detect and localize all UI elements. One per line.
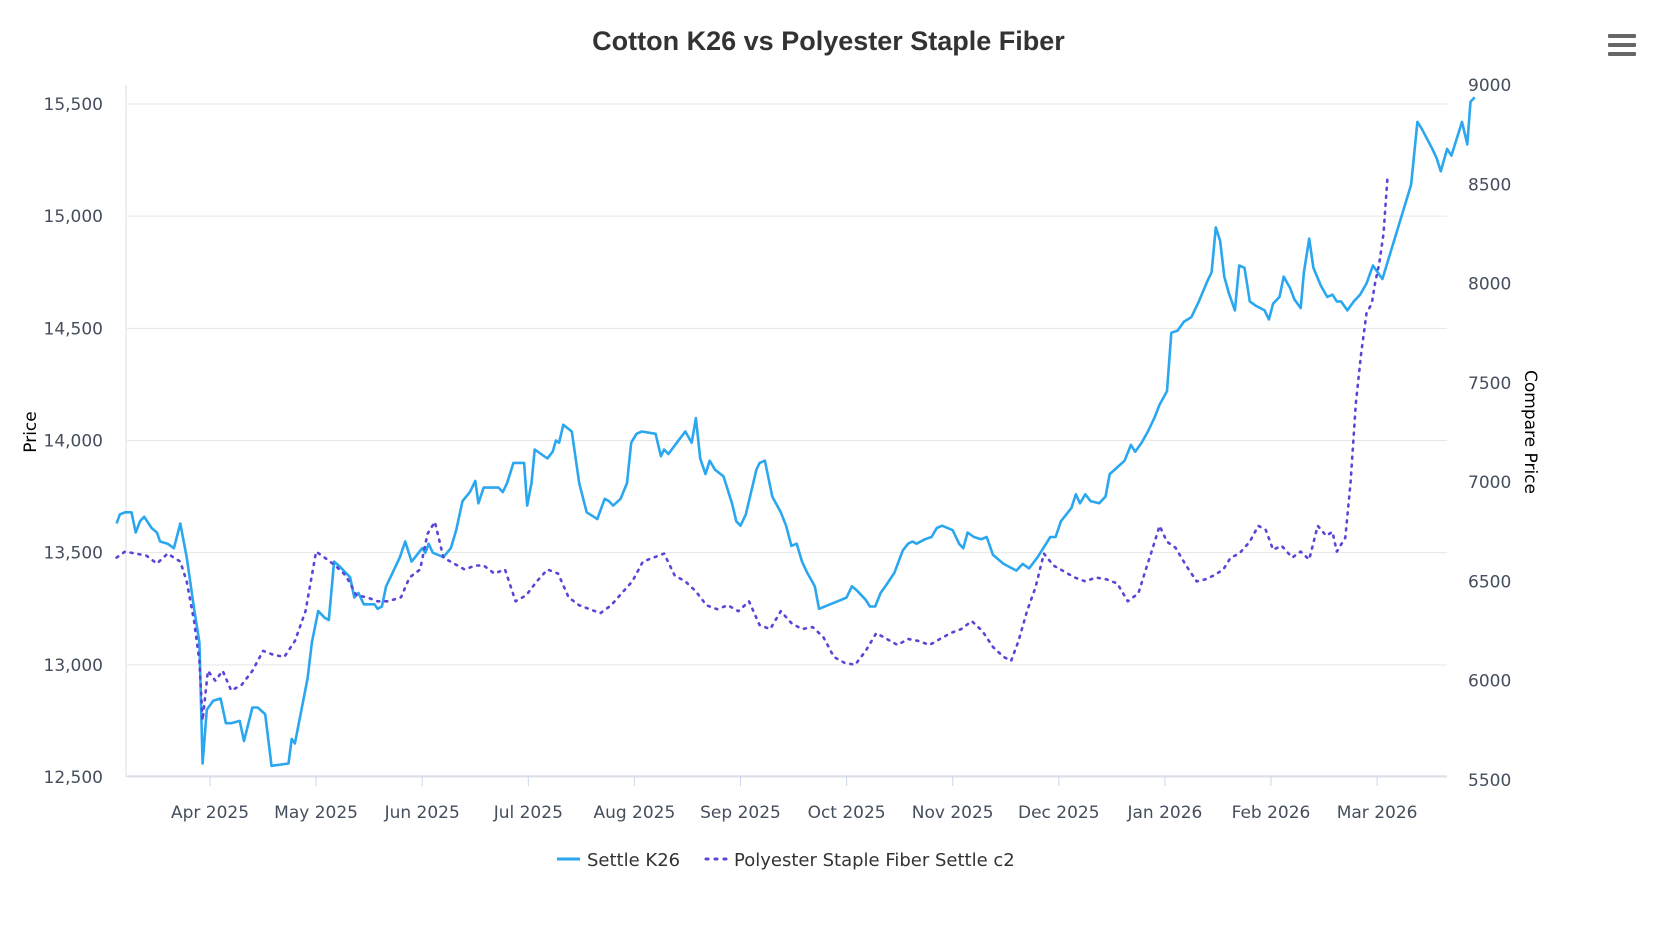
y2-tick-label: 5500: [1468, 771, 1511, 791]
y-tick-label: 14,000: [44, 432, 103, 452]
y2-tick-label: 6500: [1468, 572, 1511, 592]
x-tick-label: Sep 2025: [700, 803, 781, 823]
x-tick-label: Jun 2025: [384, 803, 460, 823]
series-line-1[interactable]: [115, 173, 1389, 722]
legend-item-polyester[interactable]: Polyester Staple Fiber Settle c2: [704, 850, 1015, 871]
chart-title: Cotton K26 vs Polyester Staple Fiber: [592, 26, 1065, 56]
x-tick-label: Aug 2025: [593, 803, 675, 823]
legend-label: Settle K26: [587, 850, 680, 871]
y-tick-label: 15,500: [44, 95, 103, 115]
y-tick-label: 13,000: [44, 656, 103, 676]
legend-item-settle-k26[interactable]: Settle K26: [557, 850, 680, 871]
menu-bar: [1608, 34, 1636, 38]
y-axis-right: 5500 6000 6500 7000 7500 8000 8500 9000: [1468, 76, 1511, 791]
x-tick-label: Oct 2025: [808, 803, 886, 823]
legend-label: Polyester Staple Fiber Settle c2: [734, 850, 1015, 871]
x-tick-label: Dec 2025: [1018, 803, 1100, 823]
x-tick-label: Apr 2025: [171, 803, 249, 823]
grid: [127, 103, 1447, 778]
y-tick-label: 14,500: [44, 319, 103, 339]
y2-tick-label: 6000: [1468, 672, 1511, 692]
x-tick-label: May 2025: [274, 803, 358, 823]
y2-tick-label: 8500: [1468, 175, 1511, 195]
y-tick-label: 13,500: [44, 544, 103, 564]
y-tick-label: 12,500: [44, 768, 103, 788]
x-axis: Apr 2025 May 2025 Jun 2025 Jul 2025 Aug 2025…: [171, 776, 1418, 823]
y2-tick-label: 9000: [1468, 76, 1511, 96]
menu-bar: [1608, 43, 1636, 47]
hamburger-menu-icon[interactable]: [1608, 34, 1636, 58]
y-axis-left: 12,500 13,000 13,500 14,000 14,500 15,000 15,5…: [44, 95, 103, 788]
y-axis-title: Price: [21, 411, 41, 452]
x-tick-label: Feb 2026: [1232, 803, 1311, 823]
y2-tick-label: 8000: [1468, 275, 1511, 295]
y2-tick-label: 7500: [1468, 374, 1511, 394]
x-tick-label: Jan 2026: [1126, 803, 1202, 823]
menu-bar: [1608, 52, 1636, 56]
y-tick-label: 15,000: [44, 207, 103, 227]
x-tick-label: Mar 2026: [1337, 803, 1418, 823]
x-tick-label: Jul 2025: [493, 803, 563, 823]
legend: Settle K26 Polyester Staple Fiber Settle…: [557, 850, 1015, 871]
series-line-0[interactable]: [115, 96, 1476, 768]
y2-tick-label: 7000: [1468, 473, 1511, 493]
x-tick-label: Nov 2025: [912, 803, 994, 823]
series: [115, 96, 1476, 768]
y2-axis-title: Compare Price: [1520, 370, 1540, 494]
